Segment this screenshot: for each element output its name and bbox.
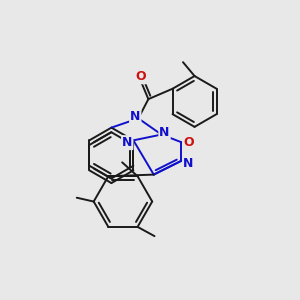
Text: N: N — [159, 126, 170, 139]
Text: N: N — [183, 157, 194, 169]
Text: O: O — [183, 136, 194, 149]
Text: N: N — [122, 136, 132, 149]
Text: N: N — [130, 110, 140, 123]
Text: O: O — [135, 70, 146, 83]
